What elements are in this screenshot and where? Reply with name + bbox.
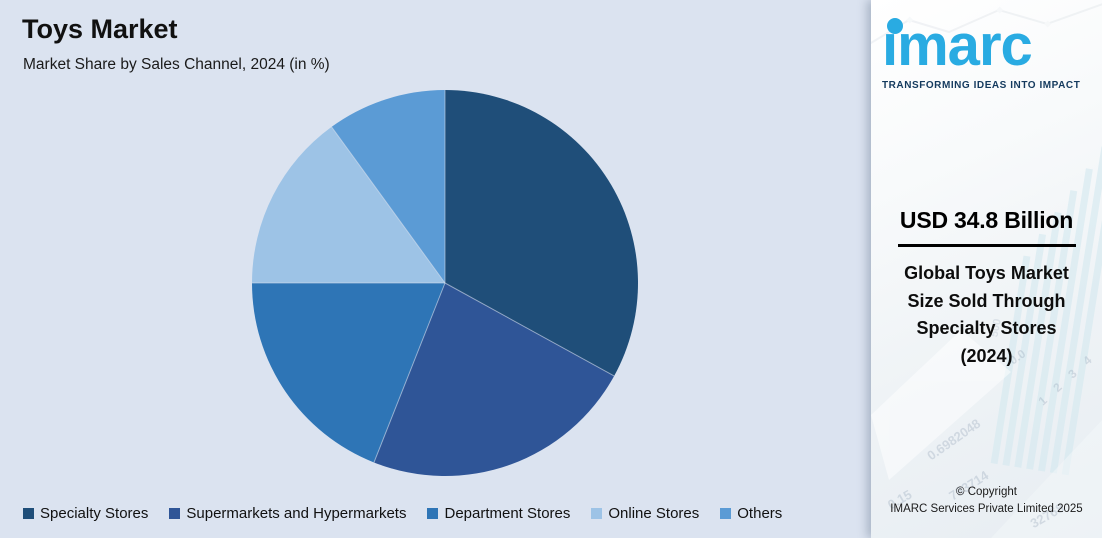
legend-label: Specialty Stores: [40, 505, 149, 522]
chart-legend: Specialty Stores Supermarkets and Hyperma…: [23, 505, 782, 522]
legend-swatch-icon: [169, 508, 181, 519]
imarc-logo-tagline: TRANSFORMING IDEAS INTO IMPACT: [882, 79, 1081, 91]
stat-block: USD 34.8 Billion Global Toys Market Size…: [871, 207, 1102, 370]
copyright-line1: © Copyright: [956, 485, 1017, 498]
stat-description-line: Specialty Stores: [916, 318, 1057, 339]
chart-title: Toys Market: [22, 14, 178, 44]
imarc-logo: ımarc TRANSFORMING IDEAS INTO IMPACT: [882, 13, 1102, 91]
legend-item-department-stores[interactable]: Department Stores: [427, 505, 570, 522]
side-panel: 0.6982048 0.15 783714 32768 0.0 1 2 3 4 …: [871, 0, 1102, 538]
pie-slice-separator: [331, 126, 446, 284]
pie-slice-supermarkets-and-hypermarkets[interactable]: [373, 283, 615, 477]
copyright-line2: IMARC Services Private Limited 2025: [890, 502, 1083, 515]
legend-item-online-stores[interactable]: Online Stores: [591, 505, 699, 522]
legend-item-others[interactable]: Others: [720, 505, 782, 522]
legend-swatch-icon: [23, 508, 34, 519]
legend-item-specialty-stores[interactable]: Specialty Stores: [23, 505, 148, 522]
pie-slice-separator: [373, 282, 446, 463]
legend-swatch-icon: [427, 508, 439, 519]
legend-label: Others: [737, 505, 783, 522]
legend-label: Supermarkets and Hypermarkets: [186, 505, 407, 522]
stat-description: Global Toys Market Size Sold Through Spe…: [871, 260, 1102, 370]
legend-label: Department Stores: [444, 505, 571, 522]
watermark-number: 0.6982048: [924, 415, 984, 464]
pie-chart: [252, 90, 639, 477]
copyright: © Copyright IMARC Services Private Limit…: [871, 484, 1102, 519]
stat-description-line: Size Sold Through: [907, 290, 1066, 311]
stat-description-line: Global Toys Market: [904, 263, 1069, 283]
pie-slice-separator: [444, 282, 615, 377]
legend-swatch-icon: [720, 508, 732, 519]
pie-slice-online-stores[interactable]: [252, 126, 445, 283]
stat-divider: [897, 244, 1076, 247]
stat-value: USD 34.8 Billion: [899, 207, 1074, 233]
legend-swatch-icon: [591, 508, 603, 519]
chart-area: Toys Market Market Share by Sales Channe…: [0, 0, 871, 538]
chart-subtitle: Market Share by Sales Channel, 2024 (in …: [23, 56, 330, 73]
stat-description-line: (2024): [960, 345, 1013, 366]
pie-slice-department-stores[interactable]: [252, 283, 445, 463]
pie-slice-specialty-stores[interactable]: [445, 90, 639, 376]
legend-label: Online Stores: [608, 505, 700, 522]
imarc-logo-text: ımarc: [882, 13, 1033, 78]
pie-slice-others[interactable]: [331, 90, 445, 283]
imarc-logo-dot-icon: [887, 18, 903, 34]
legend-item-supermarkets-and-hypermarkets[interactable]: Supermarkets and Hypermarkets: [169, 505, 406, 522]
